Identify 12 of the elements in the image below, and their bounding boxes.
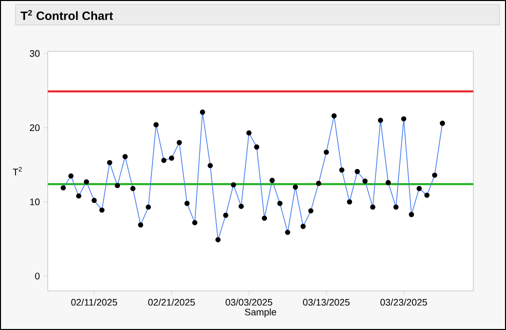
x-tick-label: 02/21/2025 [148,298,195,306]
y-axis-title: T$^{2}$ [12,166,22,176]
x-tick-label: 03/23/2025 [380,298,427,306]
x-axis-title: Sample [244,308,276,318]
x-tick-label: 02/11/2025 [71,298,118,306]
x-tick-label: 03/13/2025 [303,298,350,306]
y-tick-label: 0 [35,272,40,280]
y-tick-label: 10 [30,198,40,206]
x-tick-label: 03/03/2025 [226,298,272,306]
y-tick-label: 30 [30,50,40,57]
y-tick-label: 20 [30,124,40,132]
chart-title: T$^{2}$ Control Chart [20,10,113,20]
